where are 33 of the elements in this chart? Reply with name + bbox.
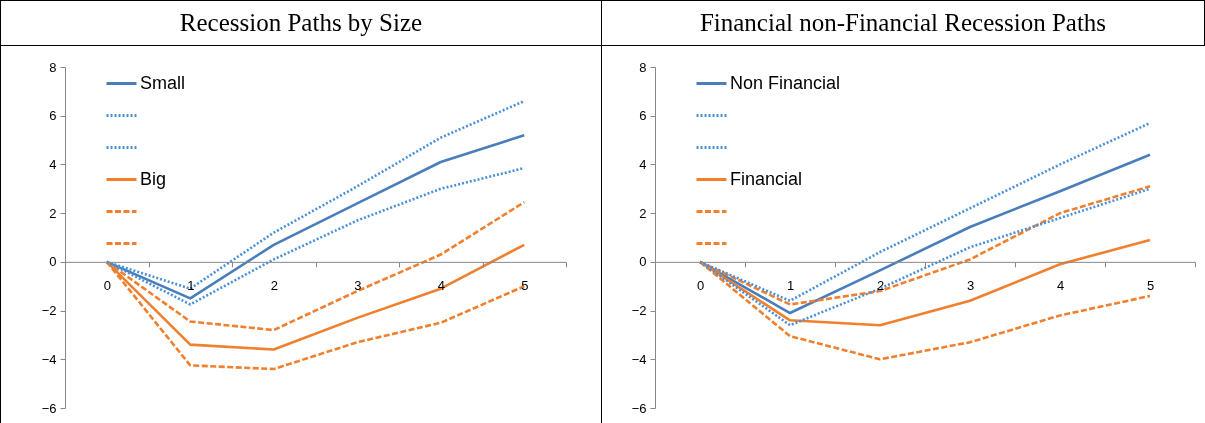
y-tick-label: 6: [639, 108, 647, 124]
x-tick-label: 1: [187, 278, 195, 294]
y-tick-label: 4: [49, 156, 57, 172]
y-tick-label: −4: [41, 351, 57, 367]
y-tick-label: 4: [639, 156, 647, 172]
x-tick-label: 0: [696, 278, 705, 294]
legend-label: Small: [140, 72, 186, 93]
y-tick-label: 2: [49, 205, 57, 221]
chart-title: Recession Paths by Size: [1, 1, 601, 46]
y-tick-label: 0: [49, 254, 57, 270]
x-tick-label: 2: [270, 278, 278, 294]
x-tick-label: 5: [521, 278, 529, 294]
x-tick-label: 5: [1146, 278, 1155, 294]
y-tick-label: 0: [639, 254, 647, 270]
x-tick-label: 3: [966, 278, 975, 294]
y-tick-label: 2: [639, 205, 647, 221]
x-tick-label: 2: [876, 278, 885, 294]
y-tick-label: −2: [631, 303, 647, 319]
legend-label: Non Financial: [730, 72, 841, 93]
chart-title: Financial non-Financial Recession Paths: [602, 1, 1204, 46]
x-tick-label: 1: [786, 278, 795, 294]
x-tick-label: 4: [1056, 278, 1065, 294]
legend-label: Big: [140, 168, 167, 189]
y-tick-label: −4: [631, 351, 647, 367]
y-tick-label: −6: [41, 400, 57, 416]
y-tick-label: 6: [49, 108, 57, 124]
x-tick-label: 3: [354, 278, 362, 294]
y-tick-label: 8: [639, 59, 647, 75]
x-tick-label: 0: [103, 278, 111, 294]
y-tick-label: −2: [41, 303, 57, 319]
legend-label: Financial: [730, 168, 803, 189]
y-tick-label: 8: [49, 59, 57, 75]
y-tick-label: −6: [631, 400, 647, 416]
